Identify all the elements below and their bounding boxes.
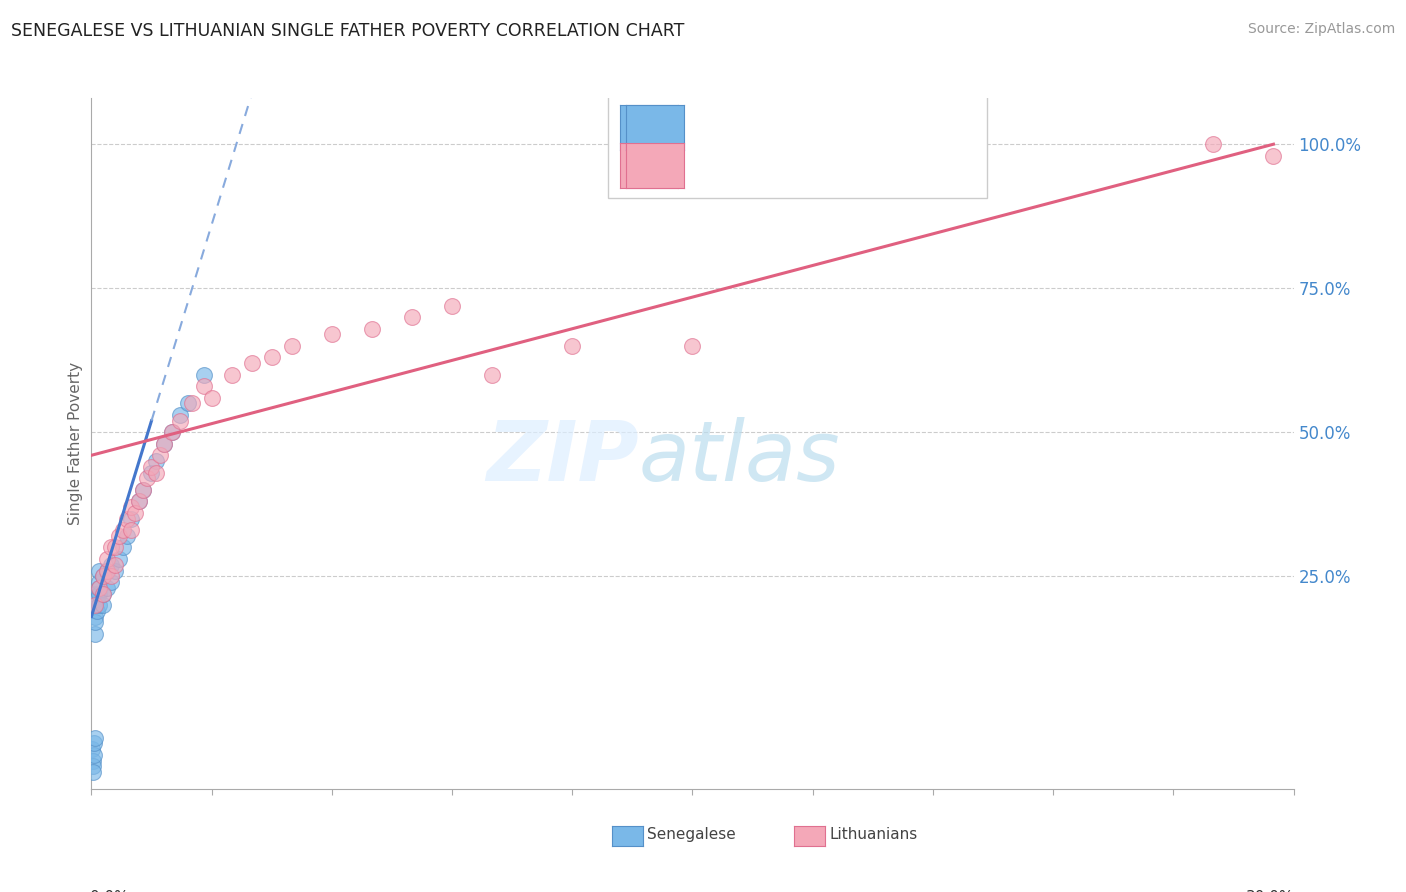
Point [108, 552, 131, 566]
Text: SENEGALESE VS LITHUANIAN SINGLE FATHER POVERTY CORRELATION CHART: SENEGALESE VS LITHUANIAN SINGLE FATHER P… [11, 22, 685, 40]
Point [561, 339, 583, 353]
Text: R = 0.445: R = 0.445 [690, 119, 773, 136]
Point [128, 494, 150, 508]
Point [1263, 149, 1285, 163]
Text: N =  41: N = 41 [860, 157, 924, 175]
Point [84, 627, 107, 641]
Point [132, 483, 155, 497]
Text: Lithuanians: Lithuanians [830, 827, 918, 841]
Point [96, 564, 118, 578]
Point [121, 523, 143, 537]
Point [145, 454, 167, 468]
Point [240, 356, 263, 370]
Point [89, 564, 111, 578]
Point [82, 742, 104, 756]
Point [96, 581, 118, 595]
Point [108, 529, 131, 543]
Point [84, 609, 107, 624]
Point [124, 506, 146, 520]
Point [96, 564, 118, 578]
Point [148, 448, 170, 462]
Point [193, 368, 215, 382]
Point [152, 437, 174, 451]
Text: ZIP: ZIP [485, 417, 638, 498]
Point [82, 759, 104, 773]
Text: R = 0.726: R = 0.726 [690, 157, 773, 175]
Point [100, 558, 122, 572]
Y-axis label: Single Father Poverty: Single Father Poverty [67, 362, 83, 525]
Point [152, 437, 174, 451]
Text: N = 40: N = 40 [860, 119, 918, 136]
Point [176, 396, 198, 410]
Point [1202, 137, 1225, 152]
Point [83, 731, 105, 745]
Point [321, 327, 343, 342]
Point [86, 604, 108, 618]
Point [112, 523, 135, 537]
Point [104, 541, 127, 555]
Point [169, 408, 191, 422]
Text: 0.0%: 0.0% [90, 889, 129, 892]
Point [117, 529, 139, 543]
Point [82, 754, 104, 768]
Point [121, 500, 143, 515]
Point [84, 586, 107, 600]
Point [89, 598, 111, 612]
Point [89, 575, 111, 590]
Text: Source: ZipAtlas.com: Source: ZipAtlas.com [1247, 22, 1395, 37]
Point [93, 569, 115, 583]
Point [281, 339, 304, 353]
Point [104, 564, 127, 578]
Point [121, 511, 143, 525]
Point [84, 598, 107, 612]
Text: Senegalese: Senegalese [647, 827, 735, 841]
Point [96, 552, 118, 566]
Point [93, 586, 115, 600]
Point [160, 425, 183, 440]
Point [481, 368, 503, 382]
Point [89, 581, 111, 595]
Point [201, 391, 224, 405]
Text: atlas: atlas [638, 417, 839, 498]
Point [440, 299, 463, 313]
Point [160, 425, 183, 440]
Point [145, 466, 167, 480]
Point [180, 396, 202, 410]
Point [681, 339, 703, 353]
Point [93, 586, 115, 600]
Point [260, 351, 283, 365]
Point [221, 368, 243, 382]
Point [86, 592, 108, 607]
Point [401, 310, 423, 324]
Point [83, 747, 105, 762]
Point [128, 494, 150, 508]
Point [193, 379, 215, 393]
Point [132, 483, 155, 497]
Point [112, 541, 135, 555]
Point [141, 466, 163, 480]
Point [93, 569, 115, 583]
Text: 30.0%: 30.0% [1246, 889, 1295, 892]
Point [83, 736, 105, 750]
Point [82, 765, 104, 780]
Point [117, 511, 139, 525]
Point [84, 615, 107, 630]
FancyBboxPatch shape [609, 91, 987, 198]
Point [93, 598, 115, 612]
Point [169, 414, 191, 428]
Point [89, 581, 111, 595]
Point [360, 321, 382, 335]
Point [100, 569, 122, 583]
Point [104, 558, 127, 572]
Point [100, 541, 122, 555]
Point [100, 575, 122, 590]
Point [84, 598, 107, 612]
Point [136, 471, 159, 485]
Point [141, 459, 163, 474]
Point [89, 586, 111, 600]
